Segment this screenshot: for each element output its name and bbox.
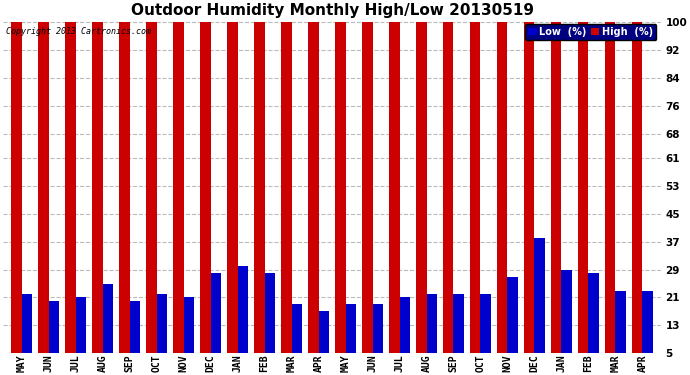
Bar — [535, 238, 544, 370]
Bar — [642, 291, 653, 370]
Bar — [49, 301, 59, 370]
Bar — [335, 22, 346, 370]
Bar — [130, 301, 140, 370]
Bar — [173, 22, 184, 370]
Bar — [605, 22, 615, 370]
Bar — [589, 273, 599, 370]
Bar — [264, 273, 275, 370]
Bar — [400, 297, 410, 370]
Bar — [76, 297, 86, 370]
Bar — [319, 311, 329, 370]
Legend: Low  (%), High  (%): Low (%), High (%) — [525, 24, 656, 40]
Bar — [389, 22, 400, 370]
Text: Copyright 2013 Cartronics.com: Copyright 2013 Cartronics.com — [6, 27, 151, 36]
Bar — [578, 22, 589, 370]
Bar — [615, 291, 626, 370]
Bar — [282, 22, 292, 370]
Bar — [210, 273, 221, 370]
Bar — [497, 22, 507, 370]
Bar — [551, 22, 562, 370]
Bar — [346, 304, 356, 370]
Bar — [632, 22, 642, 370]
Bar — [227, 22, 237, 370]
Bar — [184, 297, 194, 370]
Bar — [237, 266, 248, 370]
Bar — [12, 22, 21, 370]
Bar — [453, 294, 464, 370]
Bar — [200, 22, 210, 370]
Bar — [92, 22, 103, 370]
Bar — [562, 270, 572, 370]
Bar — [470, 22, 480, 370]
Title: Outdoor Humidity Monthly High/Low 20130519: Outdoor Humidity Monthly High/Low 201305… — [130, 3, 533, 18]
Bar — [146, 22, 157, 370]
Bar — [308, 22, 319, 370]
Bar — [362, 22, 373, 370]
Bar — [21, 294, 32, 370]
Bar — [507, 277, 518, 370]
Bar — [157, 294, 167, 370]
Bar — [66, 22, 76, 370]
Bar — [524, 22, 535, 370]
Bar — [443, 22, 453, 370]
Bar — [103, 284, 113, 370]
Bar — [255, 22, 264, 370]
Bar — [373, 304, 383, 370]
Bar — [426, 294, 437, 370]
Bar — [292, 304, 302, 370]
Bar — [119, 22, 130, 370]
Bar — [39, 22, 49, 370]
Bar — [416, 22, 426, 370]
Bar — [480, 294, 491, 370]
